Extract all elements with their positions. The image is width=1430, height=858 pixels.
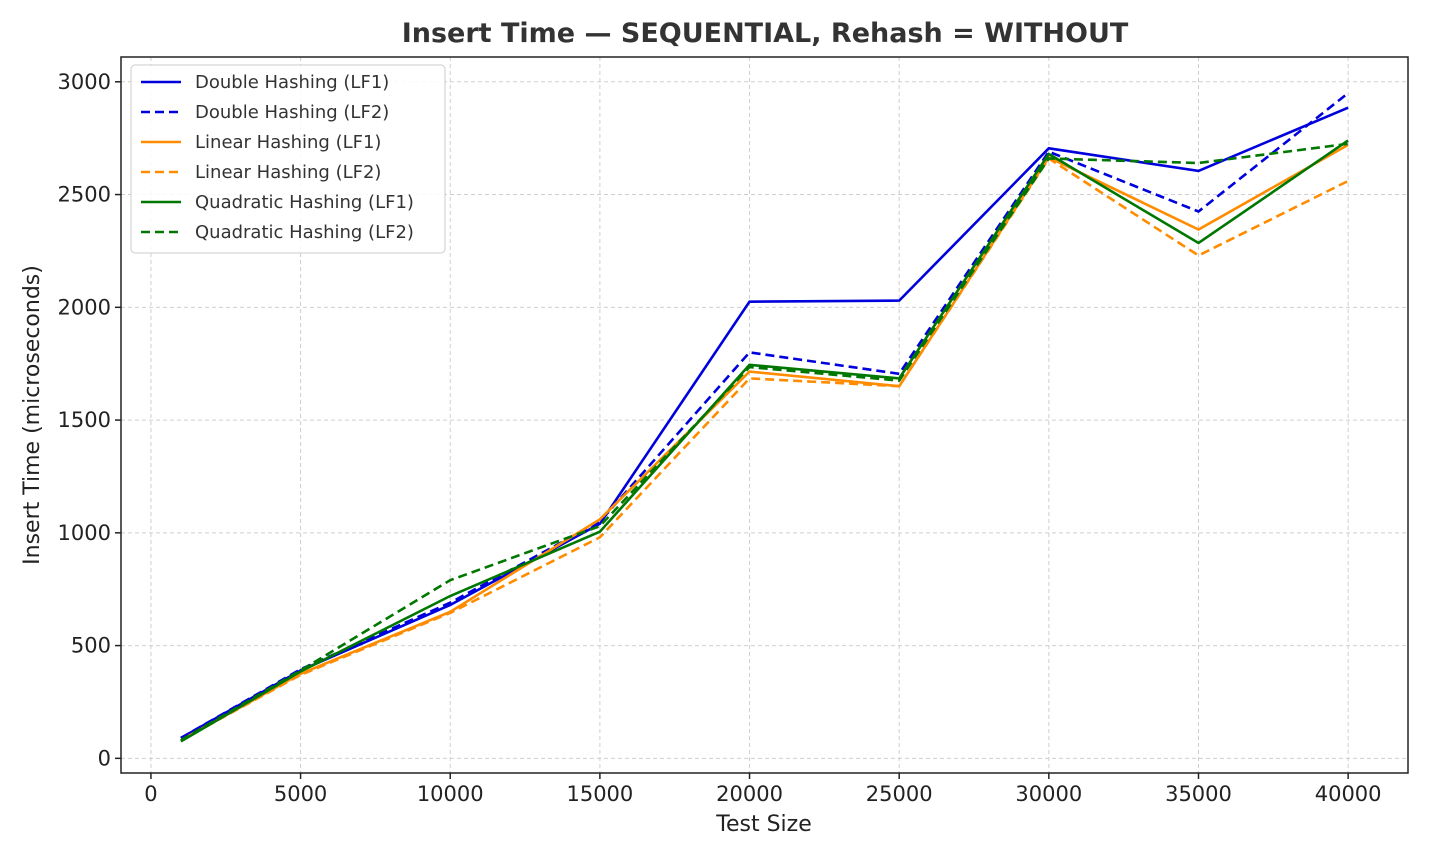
x-tick-label: 30000 [1015,782,1082,806]
series-lines [180,92,1349,743]
legend: Double Hashing (LF1) Double Hashing (LF2)… [130,64,446,254]
legend-entry: Double Hashing (LF2) [195,102,389,123]
x-tick-label: 5000 [274,782,327,806]
y-tick-label: 1500 [58,408,111,432]
series-line-4 [180,139,1349,743]
legend-box [130,64,446,254]
series-line-0 [180,106,1349,740]
y-tick-label: 2000 [58,295,111,319]
y-tick-label: 500 [71,634,111,658]
series-line-3 [180,156,1349,742]
y-axis-label: Insert Time (microseconds) [20,265,45,565]
chart-title: Insert Time — SEQUENTIAL, Rehash = WITHO… [402,18,1129,49]
x-axis-ticks: 0 5000 10000 15000 20000 25000 30000 35000 40000 [144,773,1382,806]
x-tick-label: 10000 [417,782,484,806]
plot-frame [120,56,1409,774]
grid [121,57,1408,773]
legend-entry: Quadratic Hashing (LF2) [195,222,414,243]
y-tick-label: 3000 [58,70,111,94]
legend-entry: Linear Hashing (LF2) [195,162,381,183]
x-tick-label: 15000 [566,782,633,806]
legend-entry: Double Hashing (LF1) [195,72,389,93]
y-tick-label: 2500 [58,183,111,207]
x-tick-label: 20000 [716,782,783,806]
y-tick-label: 1000 [58,521,111,545]
series-line-1 [180,92,1349,740]
y-axis-ticks: 0 500 1000 1500 2000 2500 3000 [58,70,121,770]
x-tick-label: 35000 [1165,782,1232,806]
x-tick-label: 25000 [866,782,933,806]
series-line-5 [180,142,1349,742]
legend-entry: Quadratic Hashing (LF1) [195,192,414,213]
y-tick-label: 0 [98,746,111,770]
x-axis-label: Test Size [715,812,811,837]
x-tick-label: 40000 [1315,782,1382,806]
legend-entry: Linear Hashing (LF1) [195,132,381,153]
x-tick-label: 0 [144,782,157,806]
